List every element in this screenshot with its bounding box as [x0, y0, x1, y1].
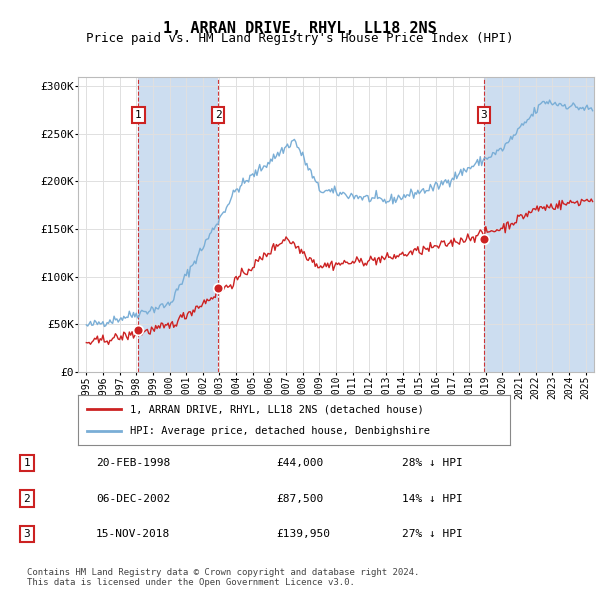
Text: £139,950: £139,950 [276, 529, 330, 539]
Text: Contains HM Land Registry data © Crown copyright and database right 2024.
This d: Contains HM Land Registry data © Crown c… [27, 568, 419, 587]
Text: 3: 3 [481, 110, 487, 120]
Text: 06-DEC-2002: 06-DEC-2002 [96, 494, 170, 503]
Text: HPI: Average price, detached house, Denbighshire: HPI: Average price, detached house, Denb… [130, 427, 430, 437]
Text: Price paid vs. HM Land Registry's House Price Index (HPI): Price paid vs. HM Land Registry's House … [86, 32, 514, 45]
Text: 1, ARRAN DRIVE, RHYL, LL18 2NS (detached house): 1, ARRAN DRIVE, RHYL, LL18 2NS (detached… [130, 404, 424, 414]
Text: 15-NOV-2018: 15-NOV-2018 [96, 529, 170, 539]
Text: £44,000: £44,000 [276, 458, 323, 468]
Text: 27% ↓ HPI: 27% ↓ HPI [402, 529, 463, 539]
Text: 20-FEB-1998: 20-FEB-1998 [96, 458, 170, 468]
Text: 1: 1 [23, 458, 31, 468]
Text: 28% ↓ HPI: 28% ↓ HPI [402, 458, 463, 468]
Text: 2: 2 [215, 110, 221, 120]
Text: £87,500: £87,500 [276, 494, 323, 503]
Bar [484, 77, 594, 372]
Text: 3: 3 [23, 529, 31, 539]
Bar [139, 77, 218, 372]
Text: 14% ↓ HPI: 14% ↓ HPI [402, 494, 463, 503]
Text: 1: 1 [135, 110, 142, 120]
Text: 1, ARRAN DRIVE, RHYL, LL18 2NS: 1, ARRAN DRIVE, RHYL, LL18 2NS [163, 21, 437, 35]
Text: 2: 2 [23, 494, 31, 503]
